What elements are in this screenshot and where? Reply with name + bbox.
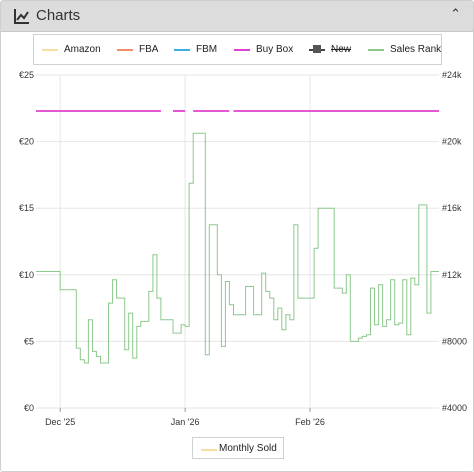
chart-legend: Amazon FBA FBM Buy Box New Sales Rank [33, 34, 442, 65]
y-left-tick-label: €25 [19, 70, 34, 80]
series-salesrank-line [36, 132, 439, 364]
x-tick-label: Jan '26 [171, 417, 200, 427]
y-right-tick-label: #24k [442, 70, 462, 80]
legend-label-amazon: Amazon [64, 44, 101, 55]
legend-label-fba: FBA [139, 44, 159, 55]
y-right-tick-label: #8000 [442, 336, 467, 346]
legend-label-fbm: FBM [196, 44, 218, 55]
legend-label-new: New [331, 44, 352, 55]
y-right-tick-label: #16k [442, 203, 462, 213]
chart-series [36, 110, 439, 364]
y-left-tick-label: €0 [24, 403, 34, 413]
y-left-tick-label: €10 [19, 270, 34, 280]
legend-label-monthly-sold: Monthly Sold [219, 443, 277, 454]
x-tick-label: Feb '26 [295, 417, 325, 427]
x-tick-label: Dec '25 [45, 417, 75, 427]
y-left-tick-label: €5 [24, 336, 34, 346]
chevron-up-icon[interactable]: ⌃ [450, 6, 461, 21]
legend-label-salesrank: Sales Rank [390, 44, 442, 55]
panel-title: Charts [36, 7, 81, 24]
monthly-sold-legend[interactable]: Monthly Sold [192, 437, 284, 459]
y-right-tick-label: #20k [442, 137, 462, 147]
price-history-chart: €0 €5 €10 €15 €20 €25 #4000 #8000 #12k #16k #20k #2… [19, 70, 467, 427]
line-chart-icon [14, 9, 29, 24]
panel-header[interactable]: Charts ⌃ [1, 1, 473, 32]
y-left-tick-label: €20 [19, 137, 34, 147]
y-left-tick-label: €15 [19, 203, 34, 213]
chart-grid [36, 74, 439, 409]
legend-label-buybox: Buy Box [256, 44, 294, 55]
y-right-tick-label: #4000 [442, 403, 467, 413]
chart-axes: €0 €5 €10 €15 €20 €25 #4000 #8000 #12k #16k #20k #2… [19, 70, 467, 427]
y-right-tick-label: #12k [442, 270, 462, 280]
